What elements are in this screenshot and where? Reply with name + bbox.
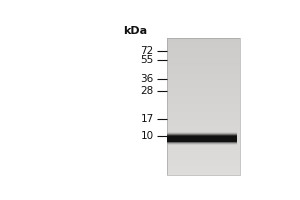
Bar [167,72,240,74]
Bar [167,131,240,134]
Bar [167,122,240,125]
Bar [167,156,240,159]
Bar [167,90,240,93]
Bar [167,74,240,77]
Bar [167,172,240,175]
Bar [167,106,240,109]
Text: 36: 36 [140,74,154,84]
Bar [167,56,240,58]
Bar [167,118,240,120]
Bar [167,136,237,142]
Bar [167,40,240,42]
Bar [167,152,240,154]
Bar [167,45,240,47]
Bar [167,129,240,132]
Bar [167,163,240,166]
Bar [167,42,240,45]
Bar [167,95,240,97]
Bar [167,63,240,65]
Bar [167,93,240,95]
Bar [167,154,240,157]
Bar [167,83,240,86]
Text: 10: 10 [141,131,154,141]
Bar [167,38,240,40]
Bar [167,138,240,141]
Bar [167,67,240,70]
Text: 72: 72 [140,46,154,56]
Bar [167,70,240,72]
Bar [167,166,240,168]
Bar [167,136,240,138]
Bar [167,86,240,88]
Bar [167,127,240,129]
Bar [167,58,240,61]
Bar [167,111,240,113]
Bar [167,79,240,81]
Bar [167,49,240,52]
Bar [167,115,240,118]
Bar [167,113,240,116]
Bar [167,51,240,54]
Text: 28: 28 [140,86,154,96]
Bar [167,109,240,111]
Bar [167,88,240,90]
Bar [167,143,240,145]
Bar [167,136,237,142]
Text: 17: 17 [140,114,154,124]
Bar [167,125,240,127]
Bar [167,99,240,102]
Bar [167,120,240,122]
Bar [167,135,237,142]
Bar [167,97,240,100]
Bar [167,161,240,163]
Bar [167,134,240,136]
Bar [167,77,240,79]
Bar [167,168,240,170]
Text: kDa: kDa [123,26,147,36]
Bar [167,133,237,144]
Bar [167,104,240,106]
Bar [167,141,240,143]
Bar [167,65,240,68]
Bar [167,150,240,152]
Bar [167,81,240,84]
Bar [167,47,240,49]
Text: 55: 55 [140,55,154,65]
Bar [167,54,240,56]
Bar [167,132,237,145]
Bar [167,134,237,143]
Bar [167,38,240,175]
Bar [167,102,240,104]
Bar [167,145,240,148]
Bar [167,147,240,150]
Bar [167,170,240,173]
Bar [167,159,240,161]
Bar [167,61,240,63]
